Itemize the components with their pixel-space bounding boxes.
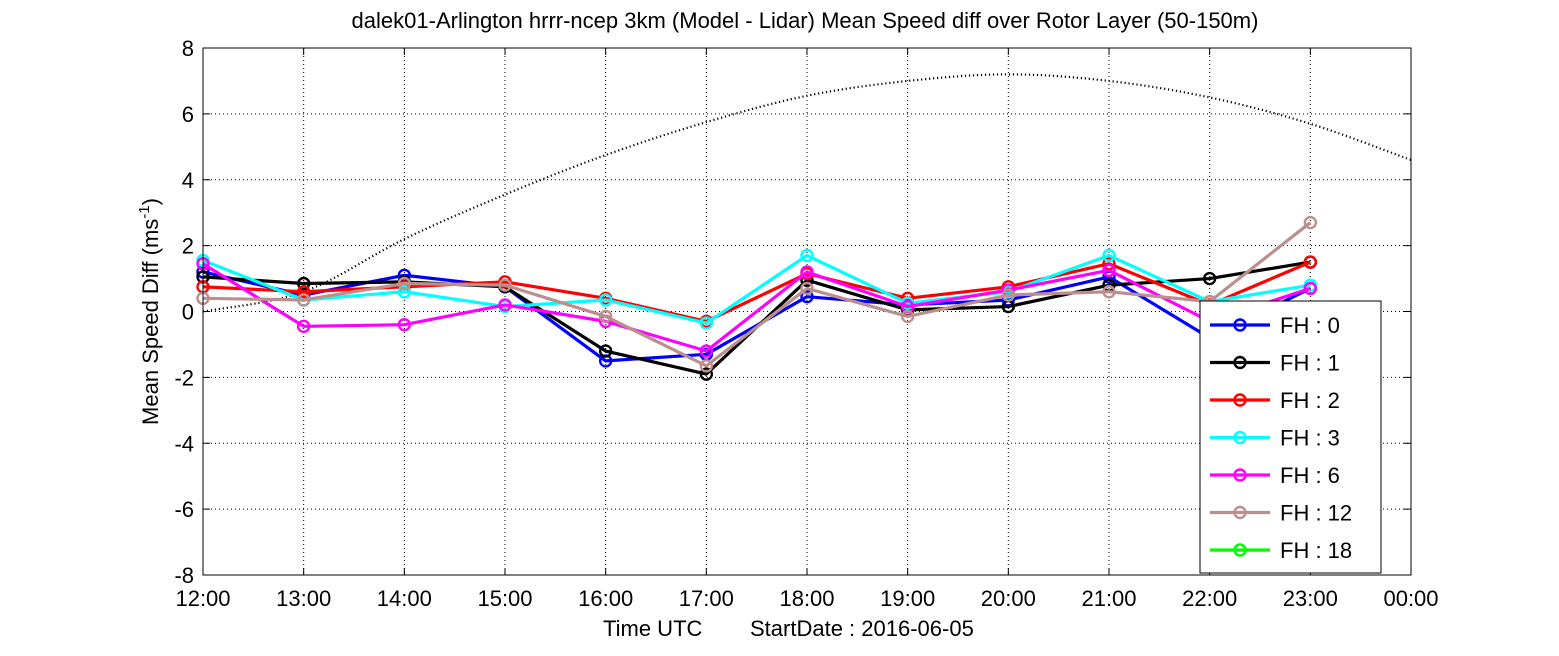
x-tick-label: 14:00	[377, 586, 432, 611]
legend-item: FH : 0	[1210, 313, 1340, 338]
data-point-marker	[598, 309, 613, 324]
x-tick-label: 19:00	[880, 586, 935, 611]
y-tick-label: -8	[174, 563, 194, 588]
y-tick-label: 6	[182, 102, 194, 127]
legend-swatch-marker	[1233, 393, 1247, 407]
legend-swatch-marker	[1233, 543, 1247, 557]
legend-swatch-marker	[1233, 505, 1247, 520]
x-axis-startdate-label: StartDate : 2016-06-05	[750, 616, 974, 641]
data-point-marker	[1102, 285, 1116, 299]
series-layer	[196, 215, 1318, 381]
data-point-marker	[397, 285, 412, 299]
y-tick-label: 0	[182, 300, 194, 325]
x-tick-label: 22:00	[1182, 586, 1237, 611]
data-point-marker	[598, 293, 613, 307]
series-line	[202, 253, 1311, 325]
legend-label: FH : 2	[1280, 388, 1340, 413]
legend-item: FH : 18	[1210, 538, 1352, 563]
data-point-marker	[1001, 288, 1016, 302]
data-point-marker	[296, 285, 311, 299]
legend-item: FH : 2	[1210, 388, 1340, 413]
legend-item: FH : 1	[1210, 351, 1340, 376]
series-line	[202, 221, 1312, 368]
legend-label: FH : 12	[1280, 501, 1352, 526]
x-tick-label: 18:00	[779, 586, 834, 611]
series-fh-12	[196, 215, 1318, 373]
data-point-marker	[699, 344, 714, 358]
legend-swatch-marker	[1233, 468, 1247, 482]
data-point-marker	[498, 278, 512, 292]
y-axis-label-main: Mean Speed Diff (ms	[138, 219, 163, 425]
data-point-marker	[598, 344, 613, 358]
data-point-marker	[900, 309, 915, 324]
series-line	[202, 262, 1311, 353]
x-tick-label: 15:00	[477, 586, 532, 611]
x-tick-label: 17:00	[679, 586, 734, 611]
data-point-marker	[1102, 263, 1116, 278]
y-tick-label: 2	[182, 234, 194, 259]
y-axis-label: Mean Speed Diff (ms-1)	[136, 198, 163, 425]
data-point-marker	[1303, 215, 1318, 230]
legend-swatch-marker	[1233, 430, 1247, 445]
data-point-marker	[296, 276, 311, 291]
data-point-marker	[296, 319, 311, 334]
legend-label: FH : 18	[1280, 538, 1352, 563]
data-point-marker	[397, 317, 412, 332]
data-point-marker	[1202, 271, 1217, 286]
x-tick-label: 20:00	[981, 586, 1036, 611]
ticks: 12:00 13:00 14:00 15:00 16:00 17:00 18:00 19:00…	[174, 36, 1438, 611]
x-tick-label: 13:00	[276, 586, 331, 611]
reference-curve	[202, 73, 1412, 313]
data-point-marker	[1102, 248, 1116, 263]
chart-title: dalek01-Arlington hrrr-ncep 3km (Model -…	[352, 8, 1259, 33]
x-tick-label: 00:00	[1383, 586, 1438, 611]
x-tick-label: 16:00	[578, 586, 633, 611]
data-point-marker	[1303, 255, 1318, 269]
y-tick-label: -2	[174, 365, 194, 390]
data-point-marker	[296, 293, 311, 307]
y-tick-label: -4	[174, 431, 194, 456]
data-point-marker	[800, 281, 814, 296]
legend-label: FH : 1	[1280, 351, 1340, 376]
x-tick-label: 21:00	[1081, 586, 1136, 611]
data-point-marker	[699, 367, 714, 381]
data-point-marker	[800, 289, 814, 304]
legend-swatch-marker	[1233, 318, 1247, 332]
y-axis-label-close: )	[138, 198, 163, 205]
legend-label: FH : 0	[1280, 313, 1340, 338]
data-point-marker	[1303, 281, 1318, 296]
reference-curve-layer	[202, 73, 1412, 313]
y-tick-label: 4	[182, 168, 194, 193]
legend-label: FH : 6	[1280, 463, 1340, 488]
data-point-marker	[498, 298, 512, 312]
data-point-marker	[699, 316, 714, 330]
data-point-marker	[800, 265, 814, 279]
x-tick-label: 23:00	[1283, 586, 1338, 611]
legend: FH : 0 FH : 1 FH : 2 FH : 3 FH : 6 FH : 12 FH …	[1199, 300, 1382, 574]
y-tick-label: 8	[182, 36, 194, 61]
grid	[203, 48, 1411, 575]
data-point-marker	[800, 248, 814, 263]
x-tick-label: 12:00	[175, 586, 230, 611]
legend-item: FH : 12	[1210, 501, 1352, 526]
data-point-marker	[699, 359, 714, 373]
legend-label: FH : 3	[1280, 426, 1340, 451]
legend-item: FH : 6	[1210, 463, 1340, 488]
data-point-marker	[397, 276, 412, 291]
x-axis-label: Time UTC	[603, 616, 703, 641]
y-axis-label-superscript: -1	[136, 205, 153, 218]
legend-swatch-marker	[1233, 355, 1247, 370]
y-tick-label: -6	[174, 497, 194, 522]
legend-item: FH : 3	[1210, 426, 1340, 451]
